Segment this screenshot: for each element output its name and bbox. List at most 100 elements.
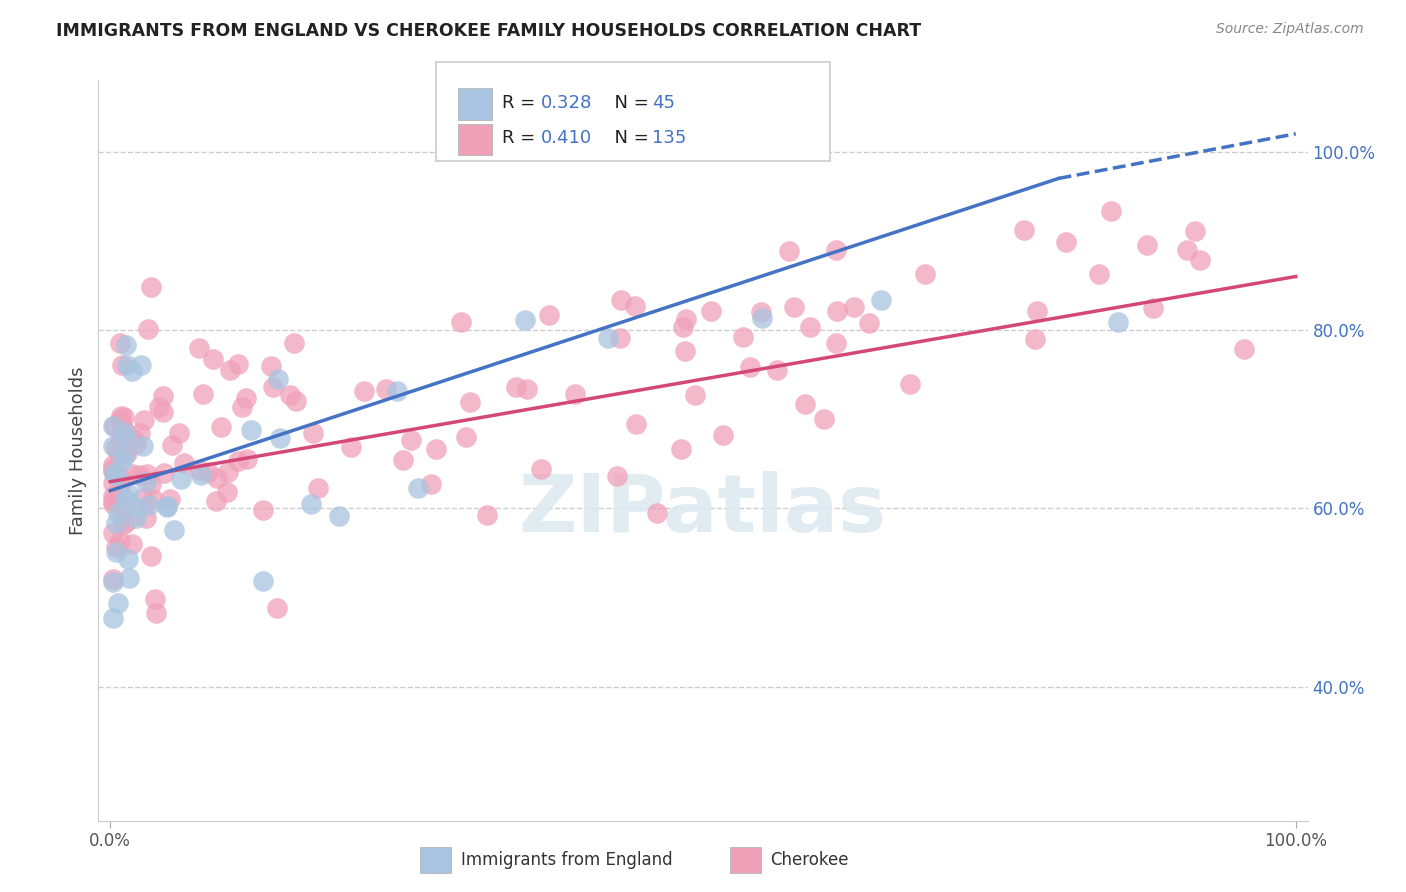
Point — [104, 545, 127, 559]
Point — [740, 359, 762, 374]
Point — [387, 384, 409, 399]
Point — [111, 358, 134, 372]
Point — [209, 420, 232, 434]
Point — [205, 494, 228, 508]
Point — [683, 388, 706, 402]
Point — [121, 467, 143, 481]
Point — [515, 312, 537, 326]
Point — [391, 452, 413, 467]
Point — [132, 413, 155, 427]
Point — [101, 439, 124, 453]
Point — [139, 549, 162, 563]
Point — [1026, 304, 1049, 318]
Point — [101, 574, 124, 589]
Text: 0.328: 0.328 — [541, 94, 593, 112]
Point — [111, 454, 134, 468]
Point — [898, 376, 921, 391]
Point — [231, 400, 253, 414]
Text: Cherokee: Cherokee — [770, 851, 849, 869]
Point — [813, 411, 835, 425]
Point — [101, 458, 124, 472]
Point — [110, 409, 132, 423]
Point — [112, 425, 135, 439]
Point — [107, 596, 129, 610]
Text: IMMIGRANTS FROM ENGLAND VS CHEROKEE FAMILY HOUSEHOLDS CORRELATION CHART: IMMIGRANTS FROM ENGLAND VS CHEROKEE FAMI… — [56, 22, 921, 40]
Point — [1107, 315, 1129, 329]
Point — [1024, 332, 1046, 346]
Point — [673, 343, 696, 358]
Point — [112, 516, 135, 531]
Point — [136, 321, 159, 335]
Point — [598, 331, 620, 345]
Point — [101, 610, 124, 624]
Point — [101, 475, 124, 490]
Point — [114, 500, 136, 514]
Point — [132, 439, 155, 453]
Text: R =: R = — [502, 94, 541, 112]
Point — [135, 475, 157, 489]
Point — [1175, 243, 1198, 257]
Point — [111, 421, 134, 435]
Point — [226, 454, 249, 468]
Point — [1088, 268, 1111, 282]
Point — [115, 446, 138, 460]
Point — [260, 359, 283, 373]
Point — [1099, 203, 1122, 218]
Point — [228, 357, 250, 371]
Point — [121, 536, 143, 550]
Point — [609, 293, 631, 308]
Point — [869, 293, 891, 308]
Point — [169, 425, 191, 440]
Point — [112, 409, 135, 424]
Point — [505, 380, 527, 394]
Point — [191, 387, 214, 401]
Text: N =: N = — [603, 129, 655, 147]
Point — [825, 243, 848, 257]
Point — [173, 456, 195, 470]
Point — [778, 244, 800, 258]
Point — [765, 362, 787, 376]
Point — [145, 606, 167, 620]
Y-axis label: Family Households: Family Households — [69, 367, 87, 534]
Point — [353, 384, 375, 398]
Point — [751, 305, 773, 319]
Point — [456, 430, 478, 444]
Point — [401, 434, 423, 448]
Point — [108, 335, 131, 350]
Point — [700, 303, 723, 318]
Point — [328, 509, 350, 524]
Point — [420, 477, 443, 491]
Point — [475, 508, 498, 523]
Point — [101, 489, 124, 503]
Point — [135, 467, 157, 481]
Point — [202, 351, 225, 366]
Point — [152, 389, 174, 403]
Point — [122, 432, 145, 446]
Point — [129, 358, 152, 372]
Point — [128, 468, 150, 483]
Point — [783, 300, 806, 314]
Point — [148, 400, 170, 414]
Point — [170, 472, 193, 486]
Point — [142, 491, 165, 506]
Point — [117, 486, 139, 500]
Point — [110, 534, 132, 549]
Point — [129, 425, 152, 440]
Point — [235, 391, 257, 405]
Point — [675, 312, 697, 326]
Point — [121, 364, 143, 378]
Point — [101, 526, 124, 541]
Point — [101, 494, 124, 508]
Point — [108, 448, 131, 462]
Point — [1012, 222, 1035, 236]
Point — [624, 299, 647, 313]
Point — [299, 497, 322, 511]
Point — [101, 464, 124, 478]
Text: N =: N = — [603, 94, 655, 112]
Point — [825, 335, 848, 350]
Point — [266, 601, 288, 615]
Point — [240, 424, 263, 438]
Point — [104, 516, 127, 531]
Point — [114, 491, 136, 506]
Text: Source: ZipAtlas.com: Source: ZipAtlas.com — [1216, 22, 1364, 37]
